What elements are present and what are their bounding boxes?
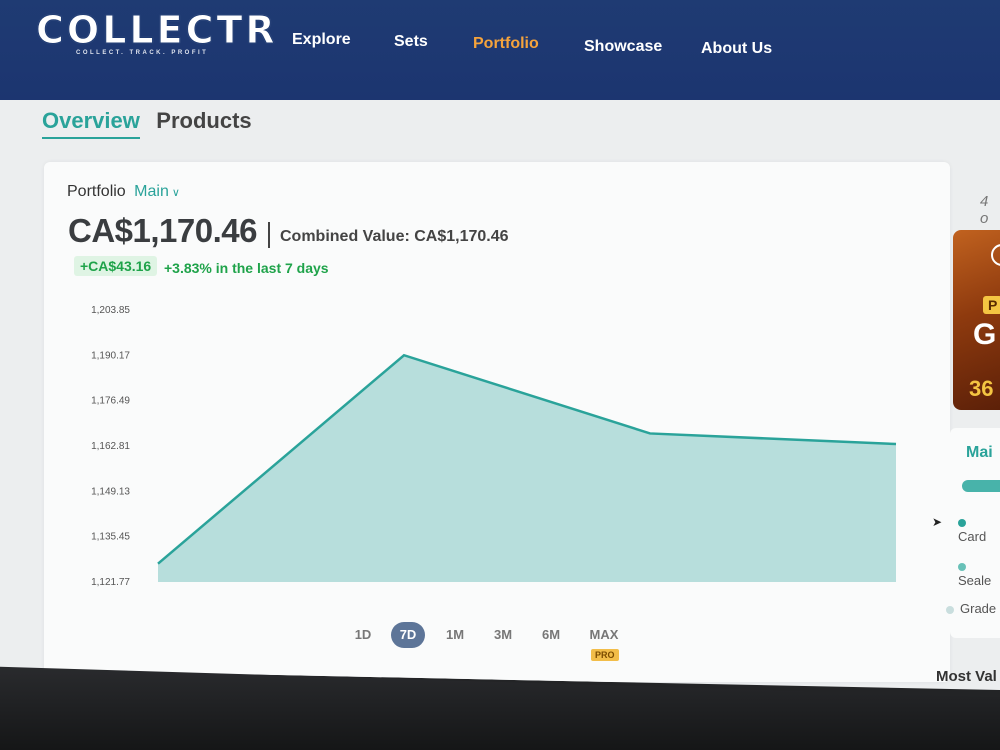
combined-value: Combined Value: CA$1,170.46 bbox=[280, 228, 509, 245]
y-tick-label: 1,176.49 bbox=[91, 396, 130, 407]
range-max[interactable]: MAX bbox=[589, 627, 619, 642]
y-tick-label: 1,121.77 bbox=[91, 577, 130, 588]
chevron-down-icon: ∨ bbox=[171, 187, 180, 199]
mouse-cursor-icon: ➤ bbox=[932, 515, 943, 529]
portfolio-selector-row: Portfolio Main ∨ bbox=[67, 183, 180, 201]
legend-cards: Card bbox=[958, 514, 1000, 544]
most-valuable-heading: Most Val bbox=[936, 668, 997, 685]
tab-products[interactable]: Products bbox=[156, 108, 252, 133]
y-tick-label: 1,149.13 bbox=[91, 486, 130, 497]
range-7d[interactable]: 7D bbox=[391, 622, 425, 648]
y-tick-label: 1,203.85 bbox=[91, 305, 130, 316]
portfolio-dropdown[interactable]: Main ∨ bbox=[134, 183, 180, 200]
brand-logo[interactable]: COLLECTR COLLECT. TRACK. PROFIT bbox=[36, 8, 278, 57]
promo-headline: G bbox=[973, 318, 997, 351]
breakdown-card bbox=[950, 428, 1000, 638]
nav-about-us[interactable]: About Us bbox=[701, 40, 773, 57]
y-tick-label: 1,135.45 bbox=[91, 532, 130, 543]
legend-dot-icon bbox=[958, 518, 966, 527]
pro-badge: PRO bbox=[591, 649, 619, 661]
nav-explore[interactable]: Explore bbox=[292, 31, 351, 48]
y-axis-ticks: 1,203.85 1,190.17 1,176.49 1,162.81 1,149.13… bbox=[91, 305, 130, 588]
range-1d[interactable]: 1D bbox=[354, 627, 372, 642]
range-6m[interactable]: 6M bbox=[541, 627, 561, 642]
nav-sets[interactable]: Sets bbox=[394, 33, 428, 50]
value-chart: 1,203.85 1,190.17 1,176.49 1,162.81 1,149.13… bbox=[91, 305, 897, 588]
legend-dot-icon bbox=[946, 605, 954, 614]
y-tick-label: 1,190.17 bbox=[91, 350, 130, 361]
chart-line bbox=[157, 353, 897, 565]
portfolio-card: Portfolio Main ∨ CA$1,170.46 Combined Val… bbox=[44, 162, 950, 682]
portfolio-label: Portfolio bbox=[67, 183, 126, 200]
legend-graded: Grade bbox=[946, 601, 996, 616]
promo-badge: P bbox=[983, 296, 1000, 314]
view-tabs: Overview Products bbox=[42, 108, 264, 139]
promo-logo-icon bbox=[991, 244, 1000, 266]
brand-name: COLLECTR bbox=[36, 8, 278, 53]
legend-label: Card bbox=[958, 529, 987, 544]
promo-number: 36 bbox=[969, 376, 994, 401]
app-screen: COLLECTR COLLECT. TRACK. PROFIT Explore … bbox=[0, 0, 1000, 690]
range-3m[interactable]: 3M bbox=[493, 627, 513, 642]
y-tick-label: 1,162.81 bbox=[91, 441, 130, 452]
legend-label: Seale bbox=[958, 573, 992, 588]
promo-banner[interactable]: P G 36 bbox=[953, 230, 1000, 410]
breakdown-title: Mai bbox=[966, 444, 993, 461]
legend-sealed: Seale bbox=[958, 558, 1000, 588]
portfolio-selected: Main bbox=[134, 183, 169, 200]
value-divider bbox=[268, 222, 270, 248]
chart-area-fill bbox=[158, 355, 896, 582]
main-nav: Explore Sets Portfolio Showcase About Us bbox=[0, 30, 1000, 70]
legend-label: Grade bbox=[960, 601, 997, 616]
portfolio-value: CA$1,170.46 bbox=[68, 212, 257, 249]
nav-portfolio[interactable]: Portfolio bbox=[473, 35, 539, 52]
change-amount-badge: +CA$43.16 bbox=[74, 256, 158, 276]
time-range-selector: 1D 7D 1M 3M 6M MAX bbox=[44, 622, 950, 672]
breakdown-bar bbox=[962, 480, 1000, 492]
header-bar: COLLECTR COLLECT. TRACK. PROFIT Explore … bbox=[0, 0, 1000, 100]
nav-showcase[interactable]: Showcase bbox=[584, 38, 663, 55]
tab-overview[interactable]: Overview bbox=[42, 108, 140, 139]
side-count: 4 o bbox=[980, 193, 989, 227]
legend-dot-icon bbox=[958, 562, 966, 571]
brand-tagline: COLLECT. TRACK. PROFIT bbox=[76, 50, 209, 56]
change-percent-text: +3.83% in the last 7 days bbox=[164, 260, 329, 276]
range-1m[interactable]: 1M bbox=[445, 627, 465, 642]
